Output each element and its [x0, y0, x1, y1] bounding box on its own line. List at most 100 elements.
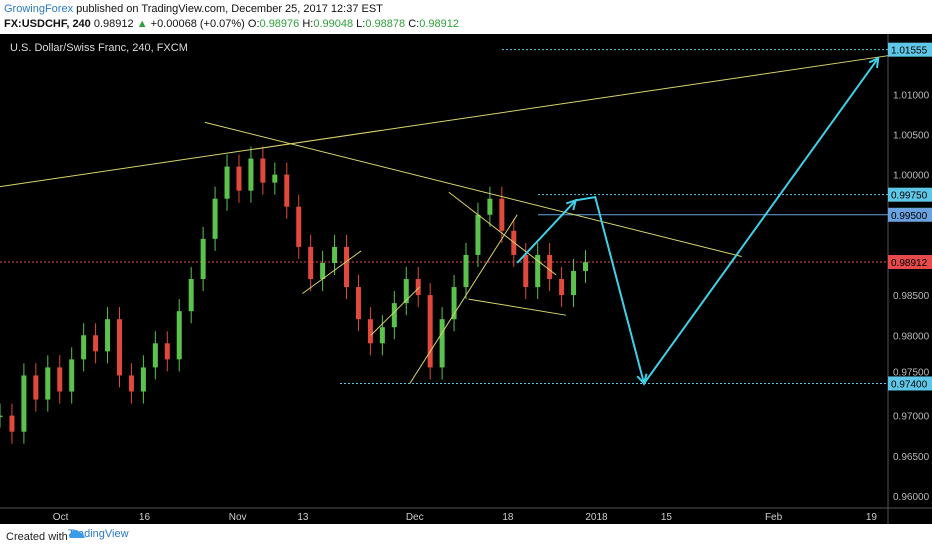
candle-body — [367, 319, 373, 344]
candle-body — [344, 246, 350, 288]
candle-body — [284, 174, 290, 207]
trendline — [302, 250, 362, 294]
candle-body — [379, 327, 385, 344]
candle-body — [57, 367, 63, 392]
open-value: 0.98976 — [259, 18, 300, 30]
candle-body — [0, 415, 3, 418]
trendline — [370, 286, 420, 336]
trendline — [0, 55, 889, 188]
trendline — [409, 214, 518, 384]
symbol-label: FX:USDCHF, 240 — [4, 18, 91, 30]
tradingview-cloud-icon — [69, 530, 85, 538]
footer: Created with TradingView — [0, 524, 932, 550]
candle-body — [21, 375, 27, 432]
x-tick-label: 13 — [297, 512, 309, 523]
projection-path — [516, 57, 880, 386]
candle-body — [475, 214, 481, 255]
candle-body — [9, 415, 15, 432]
y-tick-label: 0.97000 — [893, 412, 930, 423]
candle-body — [33, 375, 39, 400]
candle-body — [272, 174, 278, 183]
candle-body — [415, 279, 421, 296]
low-value: 0.98878 — [365, 18, 406, 30]
candle-body — [547, 254, 553, 280]
price-level-badge — [888, 376, 932, 391]
candle-body — [200, 238, 206, 280]
candle-body — [427, 295, 433, 368]
y-tick-label: 0.96500 — [893, 452, 930, 463]
candle-body — [403, 279, 409, 304]
created-with-label: Created with — [6, 531, 68, 543]
close-value: 0.98912 — [419, 18, 459, 30]
low-label: L: — [356, 18, 366, 30]
x-tick-label: Nov — [229, 512, 247, 523]
x-tick-label: Oct — [53, 512, 69, 523]
y-tick-label: 1.00000 — [893, 171, 930, 182]
candle-body — [116, 319, 122, 376]
y-tick-label: 1.00500 — [893, 130, 930, 141]
candle-body — [487, 198, 493, 215]
candle-body — [523, 254, 529, 288]
x-tick-label: 2018 — [585, 512, 608, 523]
candle-body — [128, 375, 134, 392]
chart-header: GrowingForex published on TradingView.co… — [0, 0, 932, 34]
x-tick-label: 15 — [661, 512, 673, 523]
high-value: 0.99048 — [313, 18, 354, 30]
candle-body — [260, 158, 266, 183]
candle-body — [296, 206, 302, 247]
open-label: O: — [247, 18, 260, 30]
candle-body — [582, 262, 588, 271]
chart-title: U.S. Dollar/Swiss Franc, 240, FXCM — [10, 42, 188, 54]
candle-body — [224, 166, 230, 199]
candle-body — [81, 335, 87, 360]
candle-body — [248, 158, 254, 191]
change-value: +0.00068 (+0.07%) — [150, 18, 245, 30]
x-tick-label: Feb — [765, 512, 783, 523]
close-label: C: — [408, 18, 420, 30]
y-tick-label: 0.96000 — [893, 492, 930, 503]
candle-body — [463, 254, 469, 288]
ohlc-line: FX:USDCHF, 240 0.98912 ▲ +0.00068 (+0.07… — [4, 18, 459, 30]
candle-body — [164, 343, 170, 360]
price-level-label: 1.01555 — [891, 46, 928, 57]
candle-body — [332, 246, 338, 263]
candle-body — [176, 311, 182, 360]
y-tick-label: 0.97500 — [893, 367, 930, 378]
price-level-label: 0.98912 — [891, 258, 928, 269]
candle-body — [571, 271, 577, 296]
x-tick-label: 19 — [866, 512, 878, 523]
projection-arrowhead — [868, 56, 880, 69]
candle-body — [93, 335, 99, 352]
price-level-badge — [888, 255, 932, 270]
y-tick-label: 1.01000 — [893, 90, 930, 101]
tradingview-logo[interactable]: TradingView — [68, 528, 129, 540]
x-tick-label: Dec — [406, 512, 424, 523]
x-tick-label: 18 — [502, 512, 514, 523]
candle-body — [308, 246, 314, 280]
author-link[interactable]: GrowingForex — [4, 3, 74, 15]
price-level-badge — [888, 187, 932, 202]
x-tick-label: 16 — [139, 512, 151, 523]
candle-body — [559, 279, 565, 296]
candle-body — [212, 198, 218, 239]
candle-body — [105, 319, 111, 352]
projection-arrowhead — [565, 198, 578, 211]
candle-body — [439, 319, 445, 368]
price-level-badge — [888, 42, 932, 57]
candle-body — [451, 287, 457, 320]
candle-body — [391, 303, 397, 328]
candle-body — [152, 343, 158, 368]
candle-body — [355, 287, 361, 320]
chart-area[interactable]: 1.010001.005001.000000.990000.985000.980… — [0, 34, 932, 524]
publish-info: published on TradingView.com, December 2… — [73, 3, 383, 15]
trendline — [204, 121, 742, 258]
trendline — [448, 191, 557, 276]
price-level-label: 0.99500 — [891, 211, 928, 222]
trendline — [468, 298, 567, 316]
price-chart[interactable]: 1.010001.005001.000000.990000.985000.980… — [0, 34, 932, 524]
candle-body — [45, 367, 51, 400]
price-level-label: 0.97400 — [891, 379, 928, 390]
change-up-icon: ▲ — [136, 18, 148, 30]
price-level-badge — [888, 207, 932, 222]
candle-body — [69, 359, 75, 392]
